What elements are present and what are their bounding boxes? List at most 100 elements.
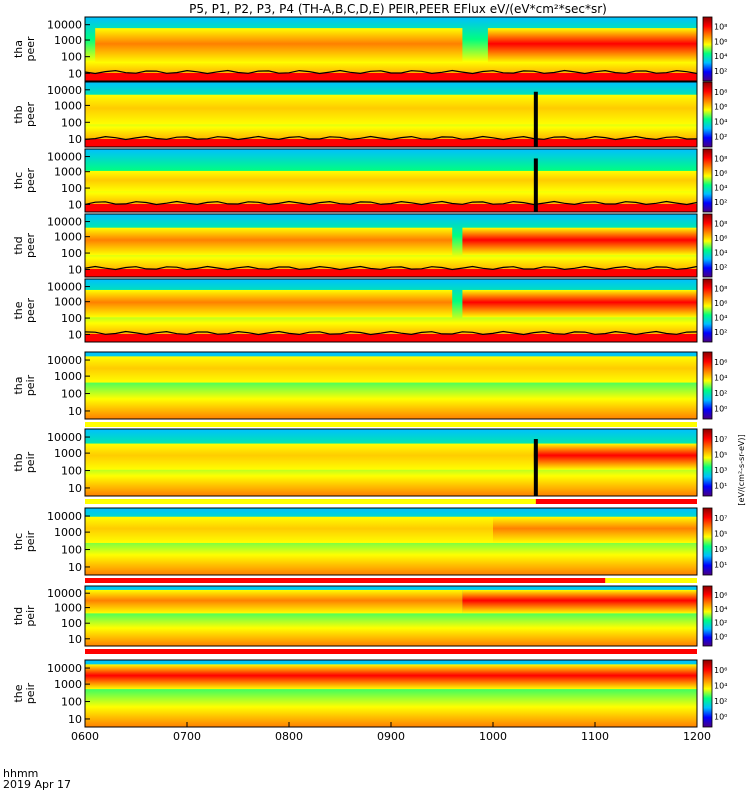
y-tick-label: 100	[61, 465, 82, 478]
y-tick-label: 10	[68, 482, 82, 495]
x-tick-label: 1200	[683, 730, 711, 743]
low-energy-floor	[85, 73, 697, 81]
colorbar-tick-label: 10²	[714, 133, 727, 142]
y-tick-label: 100	[61, 247, 82, 260]
flux-band	[85, 289, 453, 318]
y-tick-label: 1000	[54, 447, 82, 460]
colorbar-tick-label: 10²	[714, 389, 727, 398]
flux-band	[85, 516, 493, 543]
flux-band	[95, 28, 463, 63]
panel-frame	[84, 81, 698, 148]
species-label: peir	[24, 530, 37, 552]
panel-frame	[84, 16, 698, 82]
colorbar	[702, 278, 713, 343]
y-tick-label: 10	[68, 633, 82, 646]
colorbar-tick-label: 10⁴	[714, 681, 727, 690]
colorbar-tick-label: 10⁰	[714, 404, 727, 413]
colorbar-tick-label: 10⁷	[714, 514, 727, 523]
y-tick-label: 100	[61, 116, 82, 129]
spectrogram-panel: 10000 1000 100 10 thc peer 10⁸ 10⁶ 10⁴ 10²	[12, 148, 727, 213]
y-tick-label: 1000	[54, 166, 82, 179]
species-label: peir	[24, 451, 37, 473]
colorbar-tick-label: 10⁸	[714, 23, 727, 32]
species-label: peer	[24, 168, 37, 194]
colorbar-tick-label: 10⁰	[714, 712, 727, 721]
y-tick-label: 1000	[54, 526, 82, 539]
x-tick-label: 1000	[479, 730, 507, 743]
colorbar-tick-label: 10¹	[714, 481, 727, 490]
panel-frame	[84, 278, 698, 343]
colorbar	[702, 213, 713, 278]
flux-band	[462, 227, 697, 256]
colorbar-tick-label: 10⁶	[714, 358, 727, 367]
spectrogram-panel: 10000 1000 100 10 tha peer 10⁸ 10⁶ 10⁴ 10²	[12, 16, 727, 82]
y-tick-label: 10	[68, 133, 82, 146]
y-tick-label: 10	[68, 198, 82, 211]
colorbar	[702, 659, 713, 728]
y-tick-label: 1000	[54, 602, 82, 615]
probe-label: the	[12, 684, 25, 702]
spectrogram-panel: 10000 1000 100 10 tha peir 10⁶ 10⁴ 10² 10⁰	[12, 351, 727, 427]
colorbar-tick-label: 10⁴	[714, 248, 727, 257]
colorbar-tick-label: 10²	[714, 619, 727, 628]
colorbar-tick-label: 10⁵	[714, 450, 727, 459]
y-tick-label: 100	[61, 51, 82, 64]
probe-label: thc	[12, 533, 25, 550]
colorbar-tick-label: 10⁸	[714, 88, 727, 97]
time-format-label: hhmm	[3, 767, 39, 780]
y-tick-label: 1000	[54, 231, 82, 244]
y-tick-label: 10000	[47, 216, 82, 229]
panel-frame	[84, 507, 698, 576]
flux-band	[493, 516, 697, 543]
y-tick-label: 10000	[47, 19, 82, 32]
spectrogram-panel: 10000 1000 100 10 thb peer 10⁸ 10⁶ 10⁴ 10²	[12, 81, 727, 148]
y-tick-label: 10000	[47, 587, 82, 600]
probe-label: thd	[12, 607, 25, 625]
spacecraft-potential-line	[84, 265, 698, 271]
colorbar-tick-label: 10⁶	[714, 37, 727, 46]
y-tick-label: 1000	[54, 678, 82, 691]
y-tick-label: 10	[68, 263, 82, 276]
low-energy-floor	[85, 334, 697, 342]
y-tick-label: 10000	[47, 354, 82, 367]
y-tick-label: 10	[68, 67, 82, 80]
low-energy-floor	[85, 139, 697, 147]
probe-label: tha	[12, 376, 25, 394]
x-tick-label: 1100	[581, 730, 609, 743]
figure-title: P5, P1, P2, P3, P4 (TH-A,B,C,D,E) PEIR,P…	[189, 2, 607, 16]
low-energy-floor	[85, 269, 697, 277]
y-tick-label: 10	[68, 713, 82, 726]
colorbar-tick-label: 10⁶	[714, 299, 727, 308]
y-tick-label: 10000	[47, 662, 82, 675]
probe-label: thb	[12, 453, 25, 471]
colorbar-tick-label: 10⁸	[714, 219, 727, 228]
colorbar-tick-label: 10²	[714, 263, 727, 272]
colorbar-tick-label: 10²	[714, 328, 727, 337]
spectrogram-panel: 10000 1000 100 10 the peir 10⁶ 10⁴ 10² 10⁰	[12, 659, 727, 728]
colorbar	[702, 81, 713, 148]
y-tick-label: 1000	[54, 34, 82, 47]
flux-band	[85, 94, 697, 125]
y-tick-label: 1000	[54, 296, 82, 309]
y-tick-label: 10	[68, 561, 82, 574]
colorbar-tick-label: 10⁷	[714, 435, 727, 444]
spacecraft-potential-line	[84, 135, 698, 141]
flux-band	[85, 356, 697, 383]
y-tick-label: 100	[61, 617, 82, 630]
quality-flag-segment	[85, 649, 697, 654]
colorbar	[702, 16, 713, 82]
probe-label: thc	[12, 172, 25, 189]
quality-flag-segment	[535, 499, 697, 504]
colorbar-tick-label: 10⁴	[714, 183, 727, 192]
probe-label: thd	[12, 236, 25, 254]
colorbar	[702, 428, 713, 497]
probe-label: tha	[12, 40, 25, 58]
x-tick-label: 0800	[275, 730, 303, 743]
colorbar-tick-label: 10⁵	[714, 529, 727, 538]
panel-frame	[84, 351, 698, 420]
spacecraft-potential-line	[84, 200, 698, 206]
panel-frame	[84, 148, 698, 213]
colorbar-tick-label: 10⁶	[714, 103, 727, 112]
flux-band	[85, 170, 697, 192]
